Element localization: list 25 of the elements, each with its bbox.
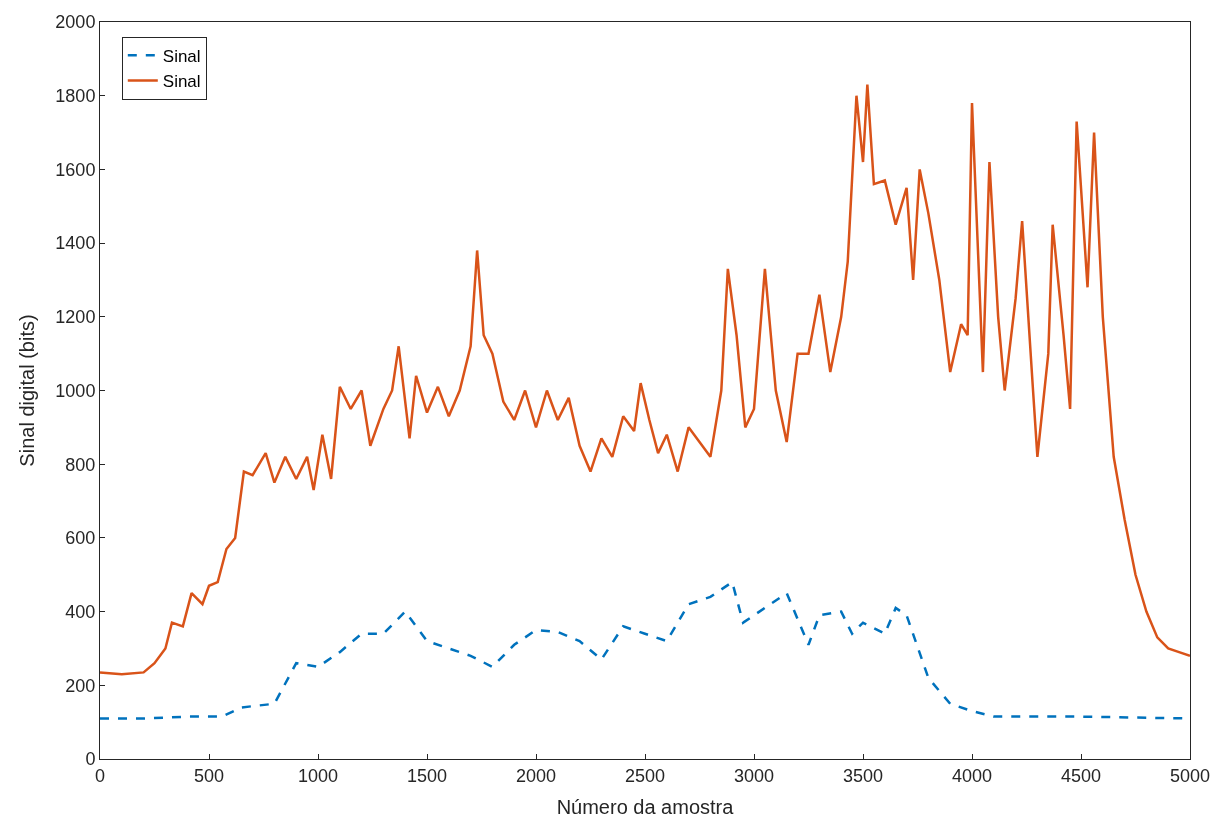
y-tick-label: 200	[65, 675, 96, 696]
y-tick-label: 1200	[55, 307, 96, 328]
legend-label: Sinal	[162, 72, 201, 92]
x-tick-label: 500	[193, 765, 225, 786]
x-tick-label: 5000	[1169, 765, 1211, 786]
x-tick-label: 3500	[842, 765, 884, 786]
y-tick-label: 2000	[55, 12, 96, 33]
x-tick-label: 1500	[406, 765, 448, 786]
x-tick-label: 2000	[515, 765, 557, 786]
y-tick-label: 0	[85, 749, 96, 770]
y-tick-label: 800	[65, 454, 96, 475]
x-tick-label: 4500	[1060, 765, 1102, 786]
y-tick-label: 1800	[55, 86, 96, 106]
y-tick-label: 1400	[55, 233, 96, 254]
x-tick-label: 1000	[297, 765, 339, 786]
x-tick-label: 4000	[951, 765, 993, 786]
y-tick-label: 1600	[55, 159, 96, 180]
x-axis-title: Número da amostra	[556, 796, 735, 819]
legend-label: Sinal	[162, 46, 201, 66]
x-tick-label: 2500	[624, 765, 666, 786]
y-tick-label: 400	[65, 601, 96, 622]
x-tick-label: 3000	[733, 765, 775, 786]
y-axis-title: Sinal digital (bits)	[15, 314, 38, 467]
y-tick-label: 1000	[55, 380, 96, 401]
y-tick-label: 600	[65, 528, 96, 549]
